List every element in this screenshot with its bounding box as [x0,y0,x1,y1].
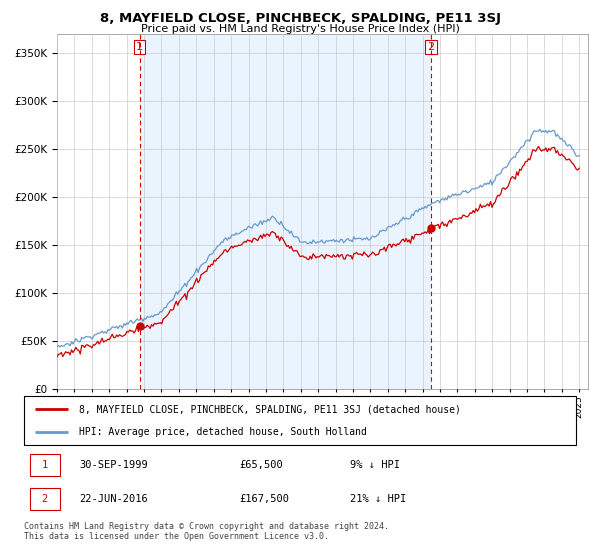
Text: 8, MAYFIELD CLOSE, PINCHBECK, SPALDING, PE11 3SJ (detached house): 8, MAYFIELD CLOSE, PINCHBECK, SPALDING, … [79,404,461,414]
Text: 1: 1 [136,42,143,52]
Text: Contains HM Land Registry data © Crown copyright and database right 2024.
This d: Contains HM Land Registry data © Crown c… [24,522,389,542]
Text: 2: 2 [427,42,434,52]
FancyBboxPatch shape [29,488,60,510]
Text: £167,500: £167,500 [239,494,289,504]
Text: Price paid vs. HM Land Registry's House Price Index (HPI): Price paid vs. HM Land Registry's House … [140,24,460,34]
Text: 2: 2 [41,494,48,504]
FancyBboxPatch shape [29,454,60,475]
FancyBboxPatch shape [24,396,576,445]
Bar [140,34,431,389]
Text: 9% ↓ HPI: 9% ↓ HPI [350,460,400,470]
Text: 21% ↓ HPI: 21% ↓ HPI [350,494,406,504]
Text: £65,500: £65,500 [239,460,283,470]
Text: HPI: Average price, detached house, South Holland: HPI: Average price, detached house, Sout… [79,427,367,437]
Text: 30-SEP-1999: 30-SEP-1999 [79,460,148,470]
Text: 22-JUN-2016: 22-JUN-2016 [79,494,148,504]
Text: 8, MAYFIELD CLOSE, PINCHBECK, SPALDING, PE11 3SJ: 8, MAYFIELD CLOSE, PINCHBECK, SPALDING, … [100,12,500,25]
Text: 1: 1 [41,460,48,470]
